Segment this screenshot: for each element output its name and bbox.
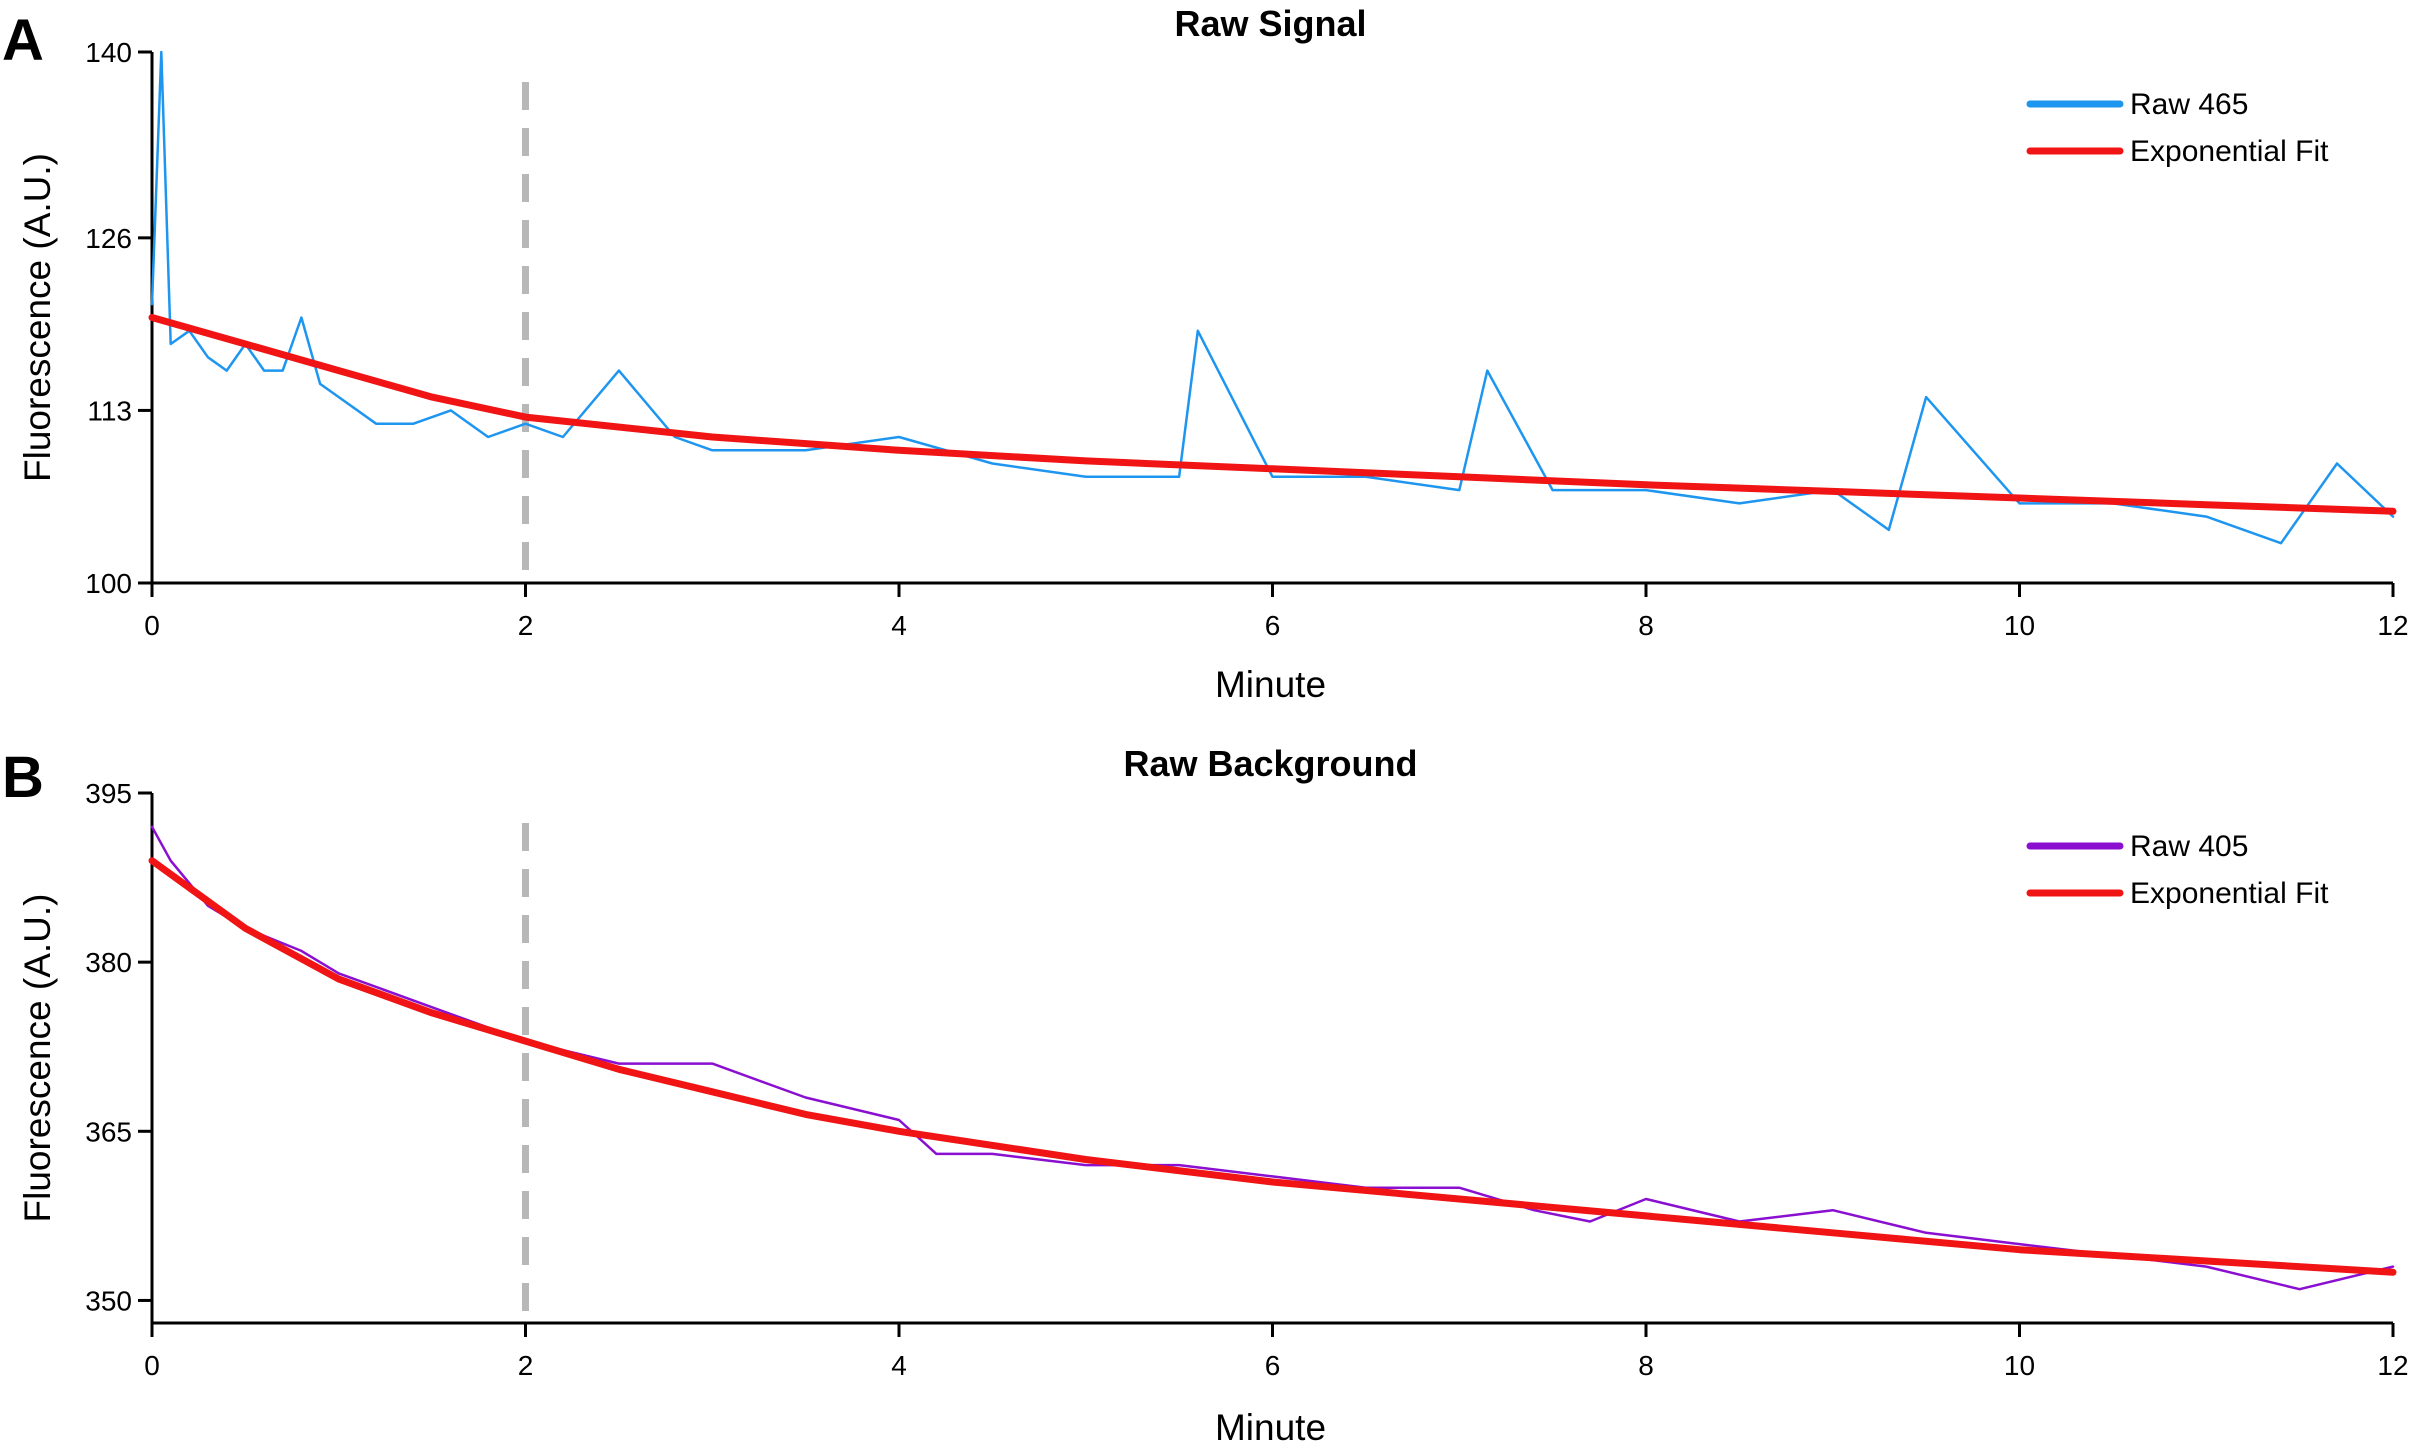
x-tick-label: 10 <box>2004 1350 2035 1381</box>
x-tick-label: 6 <box>1265 1350 1281 1381</box>
legend-label: Exponential Fit <box>2130 135 2329 168</box>
x-tick-label: 8 <box>1638 610 1654 641</box>
x-tick-label: 2 <box>518 610 534 641</box>
chart-panel-b: B Raw Background 350 365 380 395 0 2 4 6 8 10 12 Minu… <box>2 743 2409 1448</box>
x-tick-label: 8 <box>1638 1350 1654 1381</box>
raw-signal-line <box>150 50 2395 545</box>
legend-label: Raw 405 <box>2130 830 2248 863</box>
x-tick-label: 12 <box>2377 1350 2408 1381</box>
x-tick-label: 0 <box>144 610 160 641</box>
y-tick-label: 126 <box>85 223 132 254</box>
fit-line <box>148 314 2397 515</box>
x-tick-label: 6 <box>1265 610 1281 641</box>
y-tick-label: 380 <box>85 947 132 978</box>
x-axis-label: Minute <box>1215 664 1326 705</box>
y-tick-label: 365 <box>85 1116 132 1147</box>
x-tick-label: 4 <box>891 1350 907 1381</box>
x-tick-label: 2 <box>518 1350 534 1381</box>
panel-letter: A <box>2 8 44 73</box>
x-tick-label: 10 <box>2004 610 2035 641</box>
x-tick-label: 4 <box>891 610 907 641</box>
y-axis-label: Fluorescence (A.U.) <box>17 153 58 482</box>
y-tick-label: 350 <box>85 1285 132 1316</box>
y-tick-label: 100 <box>85 568 132 599</box>
x-tick-label: 12 <box>2377 610 2408 641</box>
fit-line <box>148 857 2397 1276</box>
panel-letter: B <box>2 745 44 810</box>
y-tick-label: 140 <box>85 37 132 68</box>
legend-label: Raw 465 <box>2130 88 2248 121</box>
chart-title: Raw Background <box>1123 743 1417 784</box>
y-tick-label: 113 <box>87 395 132 426</box>
legend-label: Exponential Fit <box>2130 877 2329 910</box>
x-tick-label: 0 <box>144 1350 160 1381</box>
x-axis-label: Minute <box>1215 1407 1326 1448</box>
chart-panel-a: A Raw Signal 100 113 126 140 0 2 4 6 8 10 12 Minute Fl… <box>2 3 2409 705</box>
y-tick-label: 395 <box>85 778 132 809</box>
chart-title: Raw Signal <box>1174 3 1366 44</box>
y-axis-label: Fluorescence (A.U.) <box>17 894 58 1223</box>
